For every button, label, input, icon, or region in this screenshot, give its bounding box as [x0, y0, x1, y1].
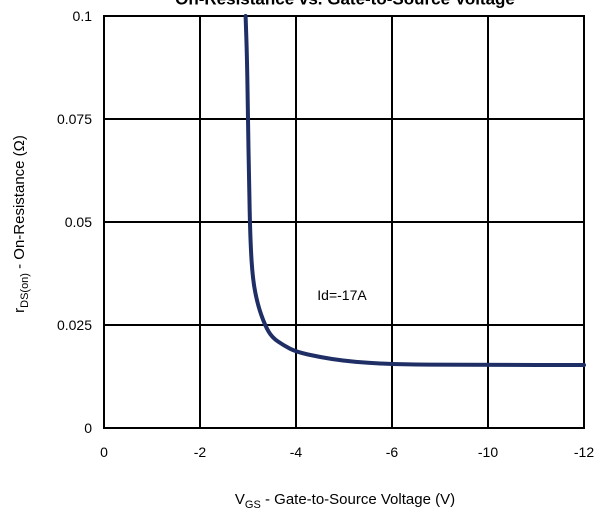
x-tick-label: -10 [478, 444, 498, 460]
series-line [243, 14, 586, 367]
x-tick-label: -4 [290, 444, 303, 460]
y-axis-title-main: r [11, 308, 28, 313]
x-axis-title-main: V [235, 491, 245, 508]
y-tick-label: 0.1 [73, 8, 93, 24]
x-axis-title-rest: - Gate-to-Source Voltage (V) [261, 491, 455, 508]
x-tick-label: -12 [574, 444, 594, 460]
y-axis-title-subscript: DS(on) [19, 273, 31, 308]
series-layer [243, 14, 586, 367]
tick-labels: 0 -2 -4 -6 -10 -12 0 0.025 0.05 0.075 0.1 [57, 8, 594, 460]
y-tick-label: 0.075 [57, 111, 92, 127]
current-annotation: Id=-17A [317, 287, 367, 303]
x-tick-label: -6 [386, 444, 399, 460]
x-axis-title-subscript: GS [245, 499, 261, 511]
x-tick-label: -2 [194, 444, 207, 460]
y-tick-label: 0 [84, 420, 92, 436]
chart-title: On-Resistance vs. Gate-to-Source Voltage [175, 0, 515, 8]
y-axis-title: rDS(on) - On-Resistance (Ω) [11, 135, 31, 313]
y-tick-label: 0.025 [57, 317, 92, 333]
x-axis-title: VGS - Gate-to-Source Voltage (V) [235, 491, 455, 511]
y-tick-label: 0.05 [65, 214, 92, 230]
plot-frame [103, 15, 585, 429]
x-tick-label: 0 [100, 444, 108, 460]
y-axis-title-rest: - On-Resistance (Ω) [11, 135, 28, 273]
